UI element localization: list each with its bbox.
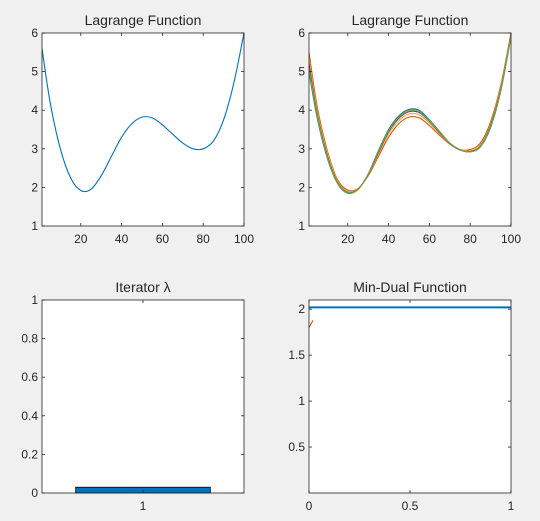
subplot-iterator-lambda: 1 0 0.2 0.4 0.6 0.8 1 Iterator λ <box>21 279 245 513</box>
y-tick-label: 0 <box>31 486 38 500</box>
series-line-5 <box>309 36 511 194</box>
x-tick-label: 1 <box>508 499 515 513</box>
chart-title: Lagrange Function <box>85 12 202 28</box>
y-tick-label: 4 <box>31 103 38 117</box>
x-tick-label: 0.5 <box>402 499 419 513</box>
y-tick-label: 3 <box>31 142 38 156</box>
y-tick-label: 0.6 <box>21 370 38 384</box>
x-tick-label: 20 <box>74 232 88 246</box>
plot-area <box>42 33 244 226</box>
plot-area <box>42 300 244 493</box>
series-line-1 <box>42 33 244 193</box>
y-tick-label: 2 <box>298 302 305 316</box>
x-tick-label: 1 <box>140 499 147 513</box>
y-tick-label: 6 <box>31 26 38 40</box>
chart-title: Min-Dual Function <box>353 279 467 295</box>
chart-title: Iterator λ <box>115 279 170 295</box>
axes-box <box>308 32 512 227</box>
y-tick-label: 3 <box>298 142 305 156</box>
y-tick-label: 5 <box>31 65 38 79</box>
x-tick-label: 40 <box>115 232 129 246</box>
y-tick-label: 0.4 <box>21 409 38 423</box>
y-tick-label: 5 <box>298 65 305 79</box>
x-tick-label: 80 <box>464 232 478 246</box>
x-tick-label: 60 <box>156 232 170 246</box>
series-line-3 <box>309 34 511 193</box>
x-tick-label: 60 <box>423 232 437 246</box>
y-tick-label: 2 <box>298 180 305 194</box>
series-line-2 <box>309 319 314 328</box>
x-tick-label: 40 <box>382 232 396 246</box>
y-tick-label: 2 <box>31 180 38 194</box>
x-tick-label: 100 <box>501 232 521 246</box>
y-tick-label: 6 <box>298 26 305 40</box>
plot-area <box>309 300 511 493</box>
x-tick-label: 0 <box>306 499 313 513</box>
y-tick-label: 0.2 <box>21 447 38 461</box>
y-tick-label: 0.8 <box>21 332 38 346</box>
y-tick-label: 1 <box>31 219 38 233</box>
x-tick-label: 20 <box>341 232 355 246</box>
y-tick-label: 1.5 <box>288 348 305 362</box>
x-tick-label: 80 <box>197 232 211 246</box>
chart-title: Lagrange Function <box>352 12 469 28</box>
y-tick-label: 1 <box>298 394 305 408</box>
series-line-2 <box>309 33 511 192</box>
plot-area <box>309 33 511 226</box>
y-tick-label: 1 <box>31 293 38 307</box>
x-tick-label: 100 <box>234 232 254 246</box>
subplot-min-dual-function: 0 0.5 1 0.5 1 1.5 2 Min-Dual Function <box>288 279 514 513</box>
axes-box <box>41 32 245 227</box>
y-tick-label: 1 <box>298 219 305 233</box>
subplot-lagrange-function-1: 20 40 60 80 100 1 2 3 4 5 6 Lagrange Function <box>31 12 254 246</box>
y-tick-label: 0.5 <box>288 440 305 454</box>
subplot-lagrange-function-2: 20 40 60 80 100 1 2 3 4 5 6 Lagrange Function <box>298 12 521 246</box>
y-tick-label: 4 <box>298 103 305 117</box>
